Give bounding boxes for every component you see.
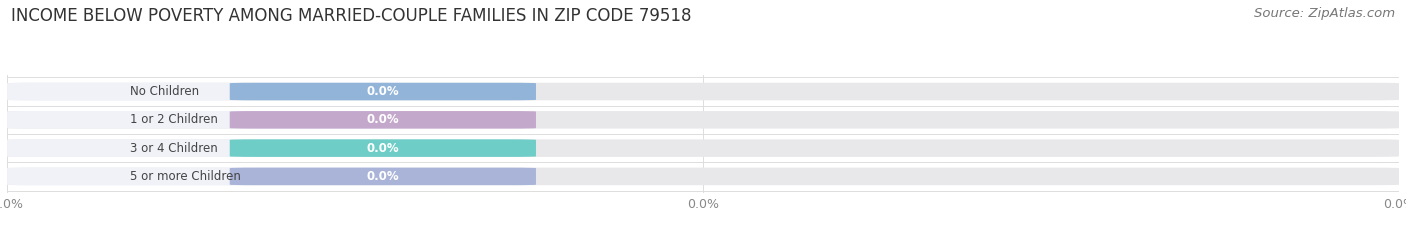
Text: 0.0%: 0.0% [367,85,399,98]
Text: No Children: No Children [129,85,198,98]
Text: 5 or more Children: 5 or more Children [129,170,240,183]
FancyBboxPatch shape [7,139,398,157]
FancyBboxPatch shape [7,83,1399,100]
FancyBboxPatch shape [7,168,1399,185]
Text: 0.0%: 0.0% [367,170,399,183]
Text: 0.0%: 0.0% [367,142,399,155]
FancyBboxPatch shape [229,168,536,185]
FancyBboxPatch shape [229,111,536,129]
Text: 3 or 4 Children: 3 or 4 Children [129,142,218,155]
FancyBboxPatch shape [229,139,536,157]
Text: Source: ZipAtlas.com: Source: ZipAtlas.com [1254,7,1395,20]
FancyBboxPatch shape [7,139,1399,157]
Text: 1 or 2 Children: 1 or 2 Children [129,113,218,126]
FancyBboxPatch shape [229,83,536,100]
FancyBboxPatch shape [7,111,1399,129]
FancyBboxPatch shape [7,168,398,185]
Text: INCOME BELOW POVERTY AMONG MARRIED-COUPLE FAMILIES IN ZIP CODE 79518: INCOME BELOW POVERTY AMONG MARRIED-COUPL… [11,7,692,25]
FancyBboxPatch shape [7,83,398,100]
Text: 0.0%: 0.0% [367,113,399,126]
FancyBboxPatch shape [7,111,398,129]
